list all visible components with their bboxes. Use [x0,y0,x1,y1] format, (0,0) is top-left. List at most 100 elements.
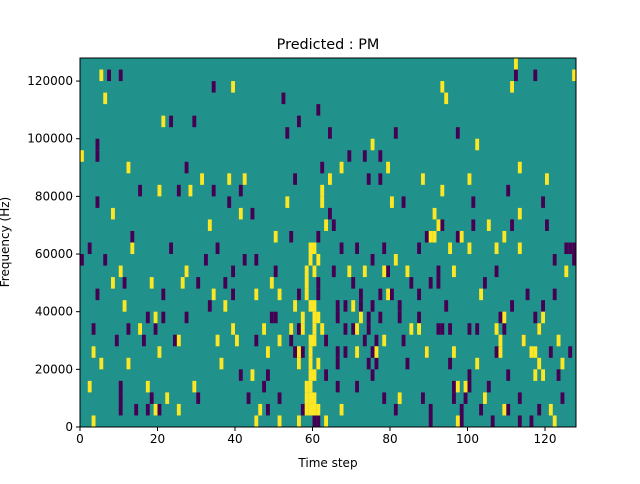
heatmap-cell-high [266,346,270,358]
heatmap-cell-low [142,334,146,347]
heatmap-cell-low [293,346,297,358]
heatmap-cells [80,58,576,427]
heatmap-cell-low [506,184,511,197]
heatmap-cell-low [440,219,445,231]
heatmap-cell-high [285,196,290,208]
x-axis-ticks: 0 20 40 60 80 100 120 [76,427,556,446]
heatmap-cell-high [312,334,317,347]
heatmap-cell-high [258,403,263,416]
heatmap-cell-high [308,380,313,393]
y-tick-label: 20000 [35,362,73,376]
heatmap-cell-low [300,346,305,358]
heatmap-cell-low [289,334,294,347]
heatmap-cell-low [486,380,491,393]
heatmap-cell-low [506,403,511,416]
heatmap-cell-low [343,300,348,312]
heatmap-cell-high [308,242,313,255]
heatmap-cell-high [397,392,402,404]
heatmap-cell-low [467,369,472,381]
heatmap-cell-high [300,311,305,324]
heatmap-cell-high [304,403,309,416]
heatmap-cell-high [459,230,464,243]
heatmap-cell-low [204,254,208,266]
heatmap-cell-low [242,254,247,266]
heatmap-cell-low [161,288,166,301]
x-tick-label: 40 [227,432,242,446]
heatmap-cell-low [428,415,433,427]
heatmap-cell-low [459,403,464,416]
heatmap-cell-low [494,346,499,358]
heatmap-cell-high [297,357,301,370]
heatmap-cell-high [111,207,115,220]
heatmap-cell-low [335,380,340,393]
heatmap-cell-low [273,311,278,324]
heatmap-cell-high [118,265,123,278]
heatmap-cell-high [537,323,542,335]
heatmap-cell-high [122,300,127,312]
heatmap-cell-high [312,311,317,324]
heatmap-cell-low [107,69,111,82]
heatmap-cell-low [572,242,576,255]
heatmap-cell-high [277,334,282,347]
heatmap-cell-high [541,369,545,381]
heatmap-cell-high [126,161,131,174]
heatmap-cell-low [153,323,158,335]
heatmap-cell-high [475,357,480,370]
heatmap-cell-low [525,288,530,301]
heatmap-cell-high [560,357,565,370]
heatmap-cell-low [351,323,356,335]
heatmap-cell-low [436,265,441,278]
heatmap-cell-high [223,300,228,312]
heatmap-cell-high [316,357,321,370]
heatmap-cell-high [444,92,449,105]
heatmap-cell-high [250,369,255,381]
heatmap-cell-low [362,150,367,162]
heatmap-cell-low [145,403,150,416]
heatmap-cell-low [297,288,301,301]
heatmap-cell-low [390,288,394,301]
heatmap-cell-high [417,323,421,335]
heatmap-cell-low [254,334,259,347]
heatmap-cell-low [506,369,511,381]
y-tick-label: 80000 [35,189,73,203]
heatmap-cell-high [502,230,507,243]
heatmap-cell-low [238,369,243,381]
heatmap-cell-low [114,334,119,347]
heatmap-cell-low [378,311,383,324]
heatmap-cell-high [242,173,247,185]
heatmap-cell-low [417,288,421,301]
heatmap-cell-low [297,323,301,335]
heatmap-cell-low [378,288,383,301]
heatmap-cell-high [289,323,294,335]
heatmap-cell-high [308,300,313,312]
heatmap-cell-high [374,346,379,358]
heatmap-cell-low [440,323,445,335]
heatmap-cell-high [440,184,445,197]
heatmap-cell-low [556,369,561,381]
heatmap-cell-low [328,207,332,220]
heatmap-cell-high [312,300,317,312]
heatmap-cell-low [211,81,216,93]
heatmap-cell-high [103,92,108,105]
heatmap-cell-high [355,346,359,358]
heatmap-cell-high [339,403,344,416]
heatmap-cell-low [374,334,379,347]
heatmap-cell-low [382,392,387,404]
heatmap-cell-high [153,403,158,416]
heatmap-cell-low [269,311,274,324]
x-tick-label: 0 [76,432,84,446]
heatmap-cell-high [157,184,162,197]
x-tick-label: 80 [382,432,397,446]
heatmap-cell-low [541,196,545,208]
heatmap-cell-high [359,311,363,324]
heatmap-cell-low [331,265,336,278]
heatmap-cell-high [467,242,472,255]
heatmap-cell-low [285,127,290,139]
heatmap-cell-high [510,81,514,93]
heatmap-cell-high [541,311,545,324]
heatmap-cell-high [304,277,309,289]
heatmap-cell-high [312,242,317,255]
heatmap-cell-low [312,415,317,427]
heatmap-cell-high [304,288,309,301]
heatmap-cell-high [514,58,518,70]
